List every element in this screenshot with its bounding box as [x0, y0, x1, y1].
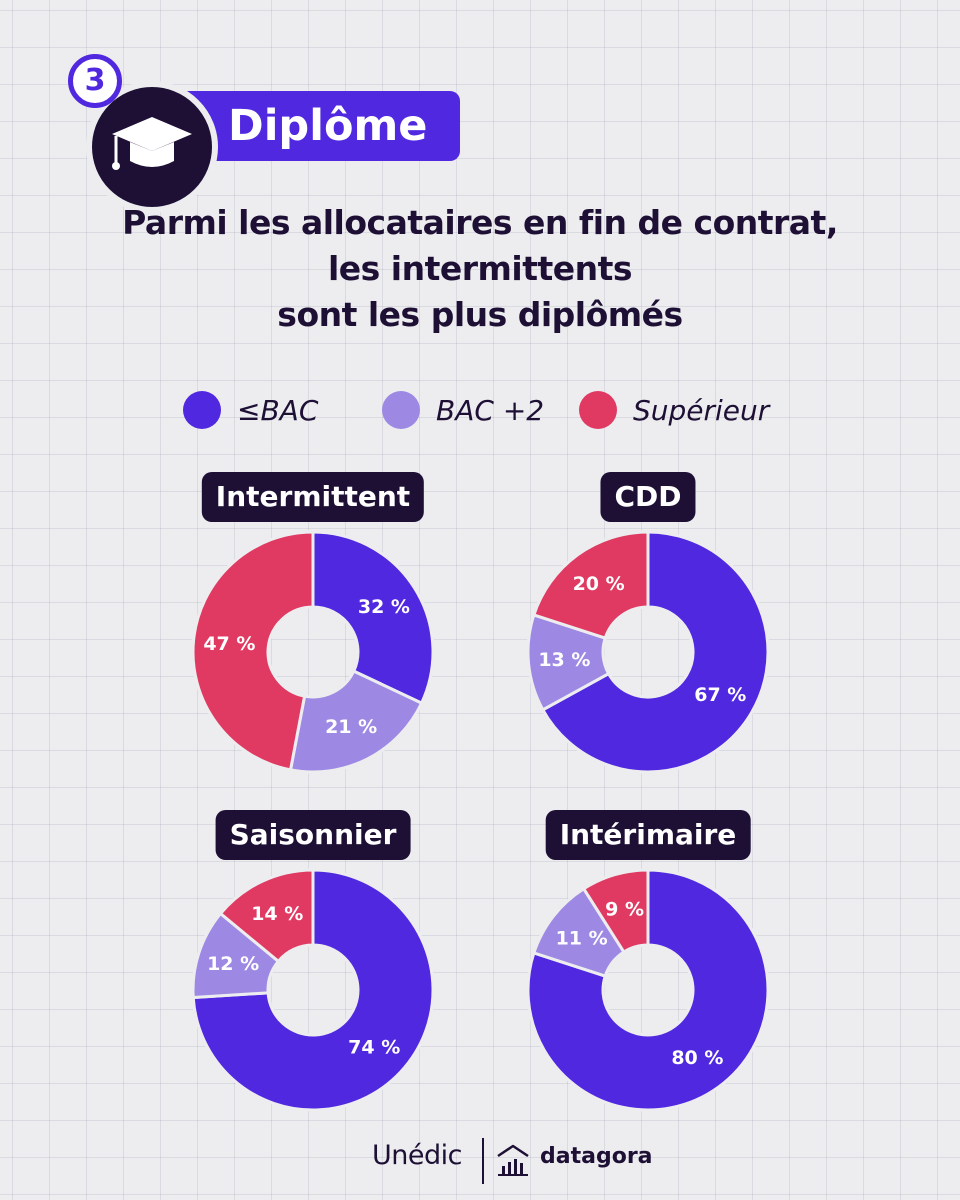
legend-label-bac: ≤BAC	[237, 393, 319, 427]
legend-item-bac: ≤BAC	[183, 385, 318, 435]
section-title: Diplôme	[228, 101, 428, 151]
donut-slice-bac	[540, 530, 770, 774]
legend-item-sup: Supérieur	[579, 385, 769, 435]
donut-label-bac2: 13 %	[538, 649, 590, 671]
donut-label-bac2: 21 %	[325, 716, 377, 738]
section-title-badge	[170, 91, 460, 161]
footer-divider	[482, 1138, 484, 1184]
chart-panel-interimaire: Intérimaire 80 % 11 % 9 %	[518, 810, 778, 1120]
chart-panel-cdd: CDD 67 % 13 % 20 %	[518, 472, 778, 782]
chart-title-interimaire: Intérimaire	[545, 810, 751, 860]
bar-chart-house-icon	[497, 1144, 529, 1176]
donut-slice-sup	[531, 530, 650, 640]
chart-title-cdd: CDD	[600, 472, 696, 522]
datagora-logo: datagora	[540, 1144, 653, 1169]
headline: Parmi les allocataires en fin de contrat…	[60, 200, 900, 338]
donut-label-bac2: 12 %	[207, 953, 259, 975]
donut-slice-sup	[191, 530, 315, 772]
legend: ≤BAC BAC +2 Supérieur	[0, 385, 960, 435]
headline-line-2: les intermittents	[327, 249, 633, 288]
donut-label-sup: 20 %	[573, 573, 625, 595]
donut-label-bac: 74 %	[348, 1037, 400, 1059]
donut-chart-interimaire: 80 % 11 % 9 %	[526, 868, 770, 1112]
legend-label-sup: Supérieur	[633, 393, 770, 427]
step-number: 3	[68, 54, 122, 108]
donut-slice-bac	[311, 530, 435, 706]
legend-swatch-sup	[579, 391, 617, 429]
donut-label-bac: 67 %	[694, 684, 746, 706]
donut-label-bac2: 11 %	[556, 928, 608, 950]
legend-item-bac2: BAC +2	[382, 385, 544, 435]
chart-panel-intermittent: Intermittent 32 % 21 % 47 %	[183, 472, 443, 782]
chart-title-saisonnier: Saisonnier	[215, 810, 411, 860]
footer: Unédic datagora	[0, 1130, 960, 1190]
donut-slice-sup	[581, 868, 650, 955]
chart-title-intermittent: Intermittent	[201, 472, 425, 522]
donut-slice-bac	[191, 868, 435, 1112]
unedic-logo: Unédic	[372, 1140, 462, 1171]
donut-chart-cdd: 67 % 13 % 20 %	[526, 530, 770, 774]
donut-slice-bac	[526, 868, 770, 1112]
donut-slice-sup	[218, 868, 315, 964]
legend-swatch-bac2	[382, 391, 420, 429]
donut-label-bac: 32 %	[358, 596, 410, 618]
donut-label-sup: 14 %	[251, 903, 303, 925]
legend-label-bac2: BAC +2	[436, 393, 545, 427]
donut-chart-intermittent: 32 % 21 % 47 %	[191, 530, 435, 774]
donut-label-bac: 80 %	[671, 1047, 723, 1069]
chart-panel-saisonnier: Saisonnier 74 % 12 % 14 %	[183, 810, 443, 1120]
donut-chart-saisonnier: 74 % 12 % 14 %	[191, 868, 435, 1112]
legend-swatch-bac	[183, 391, 221, 429]
donut-label-sup: 9 %	[605, 898, 644, 920]
graduation-cap-icon	[112, 117, 192, 170]
headline-line-3: sont les plus diplômés	[277, 295, 683, 334]
headline-line-1: Parmi les allocataires en fin de contrat…	[122, 203, 838, 242]
donut-slice-bac2	[288, 669, 424, 774]
donut-label-sup: 47 %	[203, 633, 255, 655]
section-header: Diplôme 3	[0, 0, 960, 213]
